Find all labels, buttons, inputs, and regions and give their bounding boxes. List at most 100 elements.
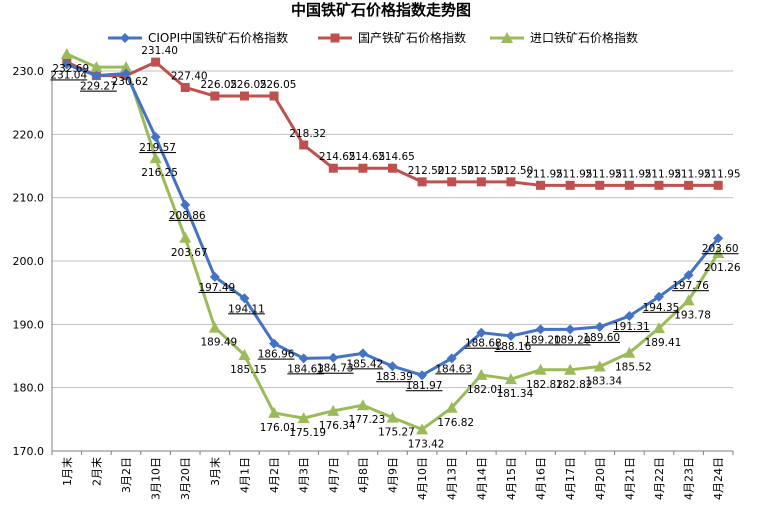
axes: 170.0 180.0 190.0 200.0 210.0 220.0 230.0 1月末 2月…	[13, 65, 734, 500]
data-point-square	[684, 180, 694, 190]
data-label: 186.96	[258, 349, 295, 361]
x-tick-label: 4月16日	[535, 457, 548, 500]
data-label: 227.40	[171, 70, 208, 82]
x-tick-label: 4月7日	[327, 457, 340, 493]
data-point-square	[654, 180, 664, 190]
data-point-diamond	[535, 324, 546, 335]
x-tick-label: 4月9日	[387, 457, 400, 493]
data-label: 229.27	[80, 81, 117, 93]
data-point-triangle	[652, 322, 665, 334]
data-label: 211.95	[645, 168, 682, 180]
x-tick-label: 3月10日	[150, 457, 163, 500]
data-label: 177.23	[349, 414, 386, 426]
data-point-square	[417, 177, 427, 187]
data-label: 188.68	[465, 338, 502, 350]
x-tick-label: 4月20日	[594, 457, 607, 500]
series-0	[61, 59, 724, 381]
data-label: 214.65	[378, 151, 415, 163]
data-label: 175.19	[289, 427, 326, 439]
data-point-triangle	[297, 412, 310, 424]
data-label: 211.95	[615, 168, 652, 180]
y-tick-label: 210.0	[13, 192, 45, 205]
data-label: 182.01	[467, 384, 504, 396]
data-point-triangle	[268, 406, 281, 418]
data-point-triangle	[90, 61, 103, 73]
data-label: 183.39	[376, 371, 413, 383]
legend-item: 国产铁矿石价格指数	[318, 30, 466, 45]
data-point-triangle	[475, 368, 488, 380]
x-tick-label: 4月21日	[623, 457, 636, 500]
data-label: 189.49	[200, 337, 237, 349]
data-point-diamond	[624, 311, 635, 322]
data-label: 232.69	[52, 63, 89, 75]
x-tick-label: 1月末	[60, 457, 74, 486]
data-point-diamond	[209, 271, 220, 282]
x-tick-label: 3月20日	[179, 457, 192, 500]
data-label: 176.01	[260, 422, 297, 434]
data-point-diamond	[239, 293, 250, 304]
data-label: 211.95	[556, 168, 593, 180]
data-label: 226.05	[230, 79, 267, 91]
data-point-diamond	[565, 324, 576, 335]
data-label: 189.41	[645, 337, 682, 349]
x-tick-label: 4月22日	[653, 457, 666, 500]
data-label: 181.34	[497, 388, 534, 400]
data-point-triangle	[356, 399, 369, 411]
x-tick-label: 4月23日	[683, 457, 696, 500]
data-label: 185.15	[230, 364, 267, 376]
data-point-triangle	[149, 152, 162, 164]
legend-item: 进口铁矿石价格指数	[490, 30, 638, 45]
x-tick-label: 4月17日	[564, 457, 577, 500]
data-point-triangle	[682, 294, 695, 306]
data-point-diamond	[121, 68, 132, 79]
data-label: 230.62	[112, 76, 149, 88]
data-label: 193.78	[674, 309, 711, 321]
data-point-square	[713, 180, 723, 190]
data-point-diamond	[298, 353, 309, 364]
x-tick-label: 4月3日	[298, 457, 311, 493]
data-point-triangle	[593, 360, 606, 372]
data-point-square	[536, 180, 546, 190]
data-point-diamond	[357, 348, 368, 359]
data-point-triangle	[179, 231, 192, 243]
x-tick-label: 4月8日	[357, 457, 370, 493]
data-label: 194.35	[643, 302, 680, 314]
data-label: 189.20	[524, 334, 561, 346]
y-tick-label: 180.0	[13, 382, 45, 395]
data-point-triangle	[120, 61, 133, 73]
data-point-diamond	[387, 361, 398, 372]
data-label: 201.26	[704, 262, 741, 274]
data-point-diamond	[594, 321, 605, 332]
x-tick-label: 4月13日	[446, 457, 459, 500]
data-point-diamond	[446, 353, 457, 364]
data-point-square	[269, 91, 279, 101]
data-label: 214.65	[349, 151, 386, 163]
data-point-square	[210, 91, 220, 101]
legend-item: CIOPI中国铁矿石价格指数	[108, 30, 288, 45]
data-point-triangle	[712, 247, 725, 259]
data-label: 212.50	[437, 165, 474, 177]
data-label: 212.50	[408, 165, 445, 177]
data-point-square	[151, 57, 161, 67]
data-point-triangle	[208, 321, 221, 333]
data-label: 208.86	[169, 210, 206, 222]
x-tick-label: 2月末	[89, 457, 103, 486]
data-label: 185.52	[615, 362, 652, 374]
data-point-diamond	[91, 70, 102, 81]
data-point-square	[476, 177, 486, 187]
data-point-square	[180, 82, 190, 92]
data-point-triangle	[60, 47, 73, 59]
data-point-square	[388, 163, 397, 173]
data-point-triangle	[564, 363, 577, 375]
data-point-square	[565, 180, 575, 190]
x-tick-label: 4月15日	[505, 457, 518, 500]
data-label: 175.27	[378, 427, 415, 439]
y-tick-label: 220.0	[13, 128, 45, 141]
data-point-diamond	[180, 199, 191, 210]
legend-label: 进口铁矿石价格指数	[530, 30, 638, 45]
data-label: 226.05	[200, 79, 237, 91]
data-label: 211.95	[585, 168, 622, 180]
data-point-diamond	[713, 233, 724, 244]
